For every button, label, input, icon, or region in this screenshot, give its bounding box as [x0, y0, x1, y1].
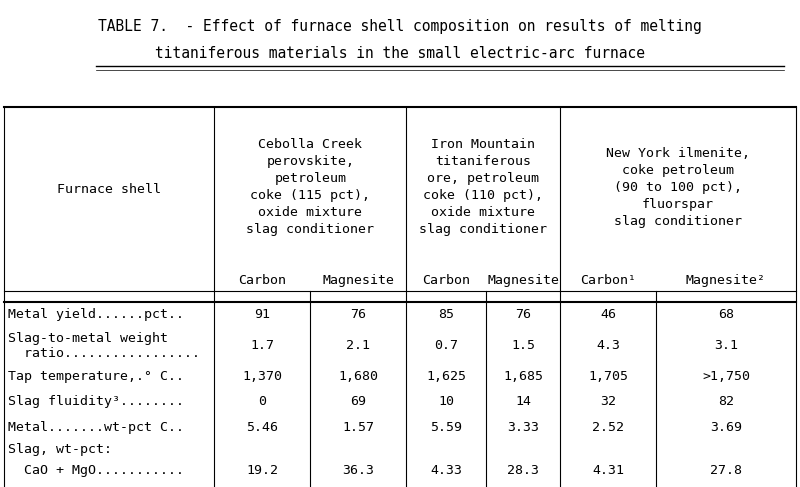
Text: Metal yield......pct..: Metal yield......pct..: [8, 308, 184, 321]
Text: CaO + MgO...........: CaO + MgO...........: [8, 465, 184, 477]
Text: Magnesite²: Magnesite²: [686, 274, 766, 286]
Text: Carbon¹: Carbon¹: [580, 274, 636, 286]
Text: Tap temperature,.° C..: Tap temperature,.° C..: [8, 370, 184, 383]
Text: 0.7: 0.7: [434, 339, 458, 352]
Text: 69: 69: [350, 395, 366, 408]
Text: >1,750: >1,750: [702, 370, 750, 383]
Text: 4.3: 4.3: [596, 339, 620, 352]
Text: 27.8: 27.8: [710, 465, 742, 477]
Text: 5.46: 5.46: [246, 421, 278, 433]
Text: 3.33: 3.33: [507, 421, 539, 433]
Text: 1.5: 1.5: [511, 339, 535, 352]
Text: Magnesite: Magnesite: [487, 274, 559, 286]
Text: New York ilmenite,
coke petroleum
(90 to 100 pct),
fluorspar
slag conditioner: New York ilmenite, coke petroleum (90 to…: [606, 147, 750, 228]
Text: 36.3: 36.3: [342, 465, 374, 477]
Text: Iron Mountain
titaniferous
ore, petroleum
coke (110 pct),
oxide mixture
slag con: Iron Mountain titaniferous ore, petroleu…: [419, 138, 547, 237]
Text: 1.57: 1.57: [342, 421, 374, 433]
Text: 82: 82: [718, 395, 734, 408]
Text: 1,370: 1,370: [242, 370, 282, 383]
Text: 32: 32: [600, 395, 616, 408]
Text: 2.1: 2.1: [346, 339, 370, 352]
Text: Furnace shell: Furnace shell: [58, 184, 161, 196]
Text: 3.1: 3.1: [714, 339, 738, 352]
Text: Carbon: Carbon: [238, 274, 286, 286]
Text: 91: 91: [254, 308, 270, 321]
Text: 14: 14: [515, 395, 531, 408]
Text: titaniferous materials in the small electric-arc furnace: titaniferous materials in the small elec…: [155, 46, 645, 61]
Text: TABLE 7.  - Effect of furnace shell composition on results of melting: TABLE 7. - Effect of furnace shell compo…: [98, 19, 702, 35]
Text: 46: 46: [600, 308, 616, 321]
Text: 76: 76: [515, 308, 531, 321]
Text: 1,705: 1,705: [588, 370, 628, 383]
Text: 85: 85: [438, 308, 454, 321]
Text: 3.69: 3.69: [710, 421, 742, 433]
Text: Magnesite: Magnesite: [322, 274, 394, 286]
Text: Slag-to-metal weight
  ratio.................: Slag-to-metal weight ratio..............…: [8, 332, 200, 359]
Text: Carbon: Carbon: [422, 274, 470, 286]
Text: 2.52: 2.52: [592, 421, 624, 433]
Text: 19.2: 19.2: [246, 465, 278, 477]
Text: 0: 0: [258, 395, 266, 408]
Text: 10: 10: [438, 395, 454, 408]
Text: Slag, wt-pct:: Slag, wt-pct:: [8, 443, 112, 455]
Text: 76: 76: [350, 308, 366, 321]
Text: 68: 68: [718, 308, 734, 321]
Text: Cebolla Creek
perovskite,
petroleum
coke (115 pct),
oxide mixture
slag condition: Cebolla Creek perovskite, petroleum coke…: [246, 138, 374, 237]
Text: 1,685: 1,685: [503, 370, 543, 383]
Text: 4.33: 4.33: [430, 465, 462, 477]
Text: 28.3: 28.3: [507, 465, 539, 477]
Text: Slag fluidity³........: Slag fluidity³........: [8, 395, 184, 408]
Text: 5.59: 5.59: [430, 421, 462, 433]
Text: 1,680: 1,680: [338, 370, 378, 383]
Text: 4.31: 4.31: [592, 465, 624, 477]
Text: Metal.......wt-pct C..: Metal.......wt-pct C..: [8, 421, 184, 433]
Text: 1.7: 1.7: [250, 339, 274, 352]
Text: 1,625: 1,625: [426, 370, 466, 383]
